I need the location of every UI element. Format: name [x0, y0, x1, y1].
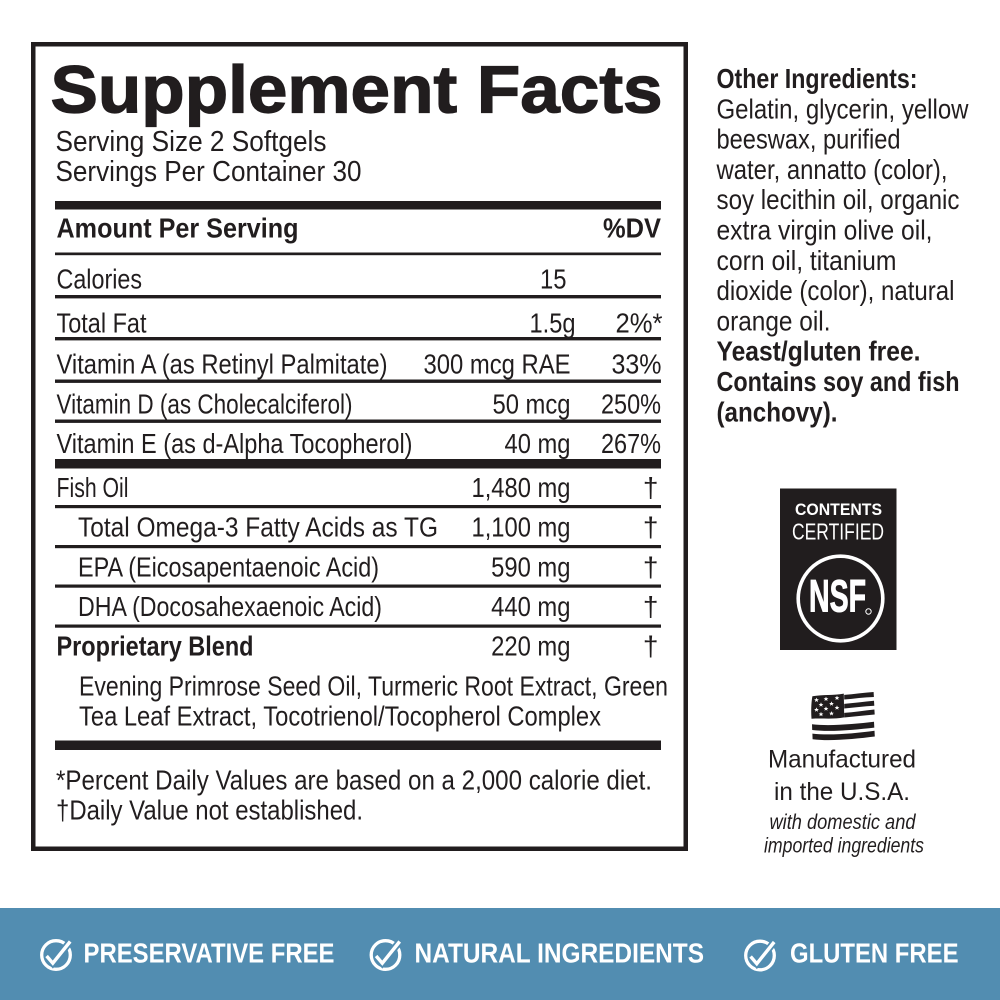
svg-text:Total Omega-3 Fatty Acids as T: Total Omega-3 Fatty Acids as TG — [78, 512, 438, 543]
svg-text:%DV: %DV — [603, 213, 661, 244]
svg-text:Other Ingredients:: Other Ingredients: — [717, 63, 918, 94]
svg-text:Fish Oil: Fish Oil — [57, 472, 129, 503]
svg-text:GLUTEN FREE: GLUTEN FREE — [790, 938, 959, 969]
svg-text:15: 15 — [540, 263, 567, 294]
svg-text:Amount Per Serving: Amount Per Serving — [57, 213, 299, 244]
svg-text:†Daily Value not established.: †Daily Value not established. — [56, 795, 363, 826]
svg-text:590 mg: 590 mg — [491, 551, 570, 582]
svg-text:220 mg: 220 mg — [491, 631, 570, 662]
svg-text:40 mg: 40 mg — [505, 428, 571, 459]
svg-text:†: † — [643, 512, 659, 543]
svg-text:Gelatin, glycerin, yellow: Gelatin, glycerin, yellow — [717, 93, 969, 124]
svg-text:CONTENTS: CONTENTS — [795, 501, 882, 519]
svg-text:Manufactured: Manufactured — [768, 746, 916, 774]
svg-text:CERTIFIED: CERTIFIED — [792, 519, 884, 545]
svg-text:Calories: Calories — [57, 263, 143, 294]
svg-text:Vitamin D (as Cholecalciferol): Vitamin D (as Cholecalciferol) — [57, 389, 353, 420]
svg-text:Evening Primrose Seed Oil, Tur: Evening Primrose Seed Oil, Turmeric Root… — [79, 671, 668, 702]
svg-text:1.5g: 1.5g — [530, 308, 576, 339]
svg-text:extra virgin olive oil,: extra virgin olive oil, — [717, 215, 933, 246]
svg-text:Vitamin A (as Retinyl Palmitat: Vitamin A (as Retinyl Palmitate) — [57, 349, 388, 380]
svg-text:dioxide (color), natural: dioxide (color), natural — [717, 275, 955, 306]
svg-text:Contains soy and fish: Contains soy and fish — [717, 366, 960, 397]
svg-text:†: † — [643, 472, 659, 503]
svg-text:PRESERVATIVE FREE: PRESERVATIVE FREE — [84, 938, 335, 969]
svg-text:Serving Size 2 Softgels: Serving Size 2 Softgels — [56, 126, 327, 158]
svg-text:NATURAL INGREDIENTS: NATURAL INGREDIENTS — [415, 938, 705, 969]
svg-text:orange oil.: orange oil. — [717, 305, 831, 336]
svg-text:Servings Per Container 30: Servings Per Container 30 — [56, 156, 362, 188]
svg-text:300 mcg RAE: 300 mcg RAE — [424, 349, 571, 380]
svg-text:267%: 267% — [601, 428, 661, 459]
svg-text:Total Fat: Total Fat — [57, 308, 147, 339]
svg-text:440 mg: 440 mg — [491, 591, 570, 622]
svg-text:250%: 250% — [601, 389, 661, 420]
svg-text:water, annatto (color),: water, annatto (color), — [716, 154, 948, 185]
svg-text:*Percent Daily Values are base: *Percent Daily Values are based on a 2,0… — [56, 765, 652, 796]
svg-text:50 mcg: 50 mcg — [493, 389, 571, 420]
svg-text:with domestic and: with domestic and — [770, 811, 917, 834]
svg-text:†: † — [643, 551, 659, 582]
svg-text:soy lecithin oil, organic: soy lecithin oil, organic — [717, 184, 960, 215]
svg-text:Vitamin E (as d-Alpha Tocopher: Vitamin E (as d-Alpha Tocopherol) — [57, 428, 413, 459]
svg-text:beeswax, purified: beeswax, purified — [717, 124, 901, 155]
svg-text:†: † — [643, 631, 659, 662]
svg-text:imported ingredients: imported ingredients — [764, 835, 924, 858]
svg-text:DHA (Docosahexaenoic Acid): DHA (Docosahexaenoic Acid) — [78, 591, 382, 622]
svg-text:Supplement Facts: Supplement Facts — [51, 53, 663, 128]
svg-text:1,100 mg: 1,100 mg — [472, 512, 571, 543]
svg-text:1,480 mg: 1,480 mg — [472, 472, 571, 503]
svg-text:EPA (Eicosapentaenoic Acid): EPA (Eicosapentaenoic Acid) — [78, 551, 379, 582]
svg-text:Yeast/gluten free.: Yeast/gluten free. — [717, 336, 921, 367]
svg-text:corn oil, titanium: corn oil, titanium — [717, 245, 897, 276]
svg-text:†: † — [643, 591, 659, 622]
svg-text:2%*: 2%* — [616, 308, 663, 339]
svg-text:Proprietary Blend: Proprietary Blend — [57, 631, 254, 662]
svg-text:Tea Leaf Extract, Tocotrienol/: Tea Leaf Extract, Tocotrienol/Tocopherol… — [79, 701, 601, 732]
svg-text:(anchovy).: (anchovy). — [717, 396, 838, 427]
svg-text:NSF: NSF — [809, 571, 866, 622]
svg-text:in the U.S.A.: in the U.S.A. — [774, 778, 910, 806]
svg-text:33%: 33% — [612, 349, 662, 380]
